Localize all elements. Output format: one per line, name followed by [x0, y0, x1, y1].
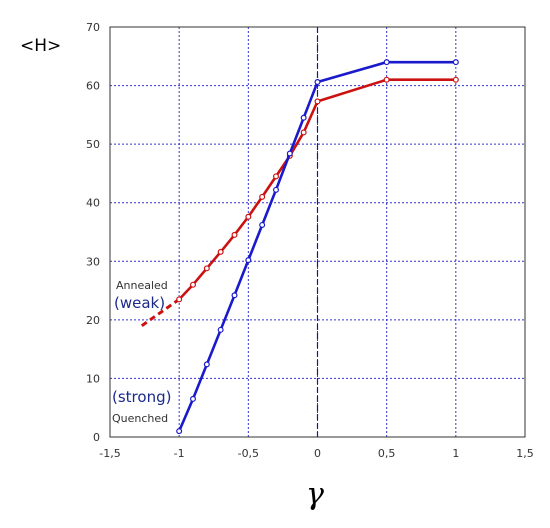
- grid: [109, 26, 526, 438]
- series-dashed-extension: [140, 298, 181, 327]
- y-tick-label: 40: [86, 197, 100, 210]
- x-tick-label: 1,5: [516, 447, 534, 460]
- x-tick-label: -0,5: [238, 447, 259, 460]
- y-tick-label: 50: [86, 138, 100, 151]
- data-point: [286, 150, 293, 157]
- data-point: [452, 59, 459, 66]
- data-point: [259, 221, 266, 228]
- data-point: [190, 281, 197, 288]
- data-point: [190, 395, 197, 402]
- y-tick-label: 10: [86, 372, 100, 385]
- data-point: [300, 129, 307, 136]
- x-tick-label: -1: [174, 447, 185, 460]
- x-tick-label: -1,5: [99, 447, 120, 460]
- y-axis-label: <H>: [20, 36, 61, 56]
- data-point: [273, 186, 280, 193]
- y-tick-label: 70: [86, 21, 100, 34]
- data-point: [245, 257, 252, 264]
- y-tick-label: 60: [86, 80, 100, 93]
- strong-label: (strong): [112, 388, 171, 406]
- data-point: [203, 361, 210, 368]
- x-tick-label: 1: [452, 447, 459, 460]
- data-point: [314, 98, 321, 105]
- x-tick-label: 0: [314, 447, 321, 460]
- data-point: [273, 173, 280, 180]
- weak-label: (weak): [114, 294, 165, 312]
- data-point: [383, 59, 390, 66]
- y-tick-label: 0: [93, 431, 100, 444]
- x-tick-label: 0,5: [378, 447, 396, 460]
- series-annealed: [140, 76, 459, 327]
- tick-labels: -1,5 -1 -0,5 0 0,5 1 1,5 0 10 20 30 40 50 60 70: [86, 21, 534, 460]
- data-point: [452, 76, 459, 83]
- data-point: [176, 296, 183, 303]
- x-axis-label: γ: [306, 477, 324, 512]
- quenched-label: Quenched: [112, 412, 168, 425]
- data-point: [217, 326, 224, 333]
- annealed-label: Annealed: [116, 279, 168, 292]
- data-point: [259, 193, 266, 200]
- data-point: [217, 248, 224, 255]
- y-tick-label: 30: [86, 255, 100, 268]
- data-point: [245, 213, 252, 220]
- data-point: [176, 428, 183, 435]
- series: [140, 59, 459, 435]
- data-point: [383, 76, 390, 83]
- y-tick-label: 20: [86, 314, 100, 327]
- data-point: [231, 292, 238, 299]
- series-quenched: [176, 59, 459, 435]
- plot-frame: [109, 26, 526, 438]
- data-point: [203, 265, 210, 272]
- data-point: [300, 114, 307, 121]
- data-point: [231, 231, 238, 238]
- data-point: [314, 79, 321, 86]
